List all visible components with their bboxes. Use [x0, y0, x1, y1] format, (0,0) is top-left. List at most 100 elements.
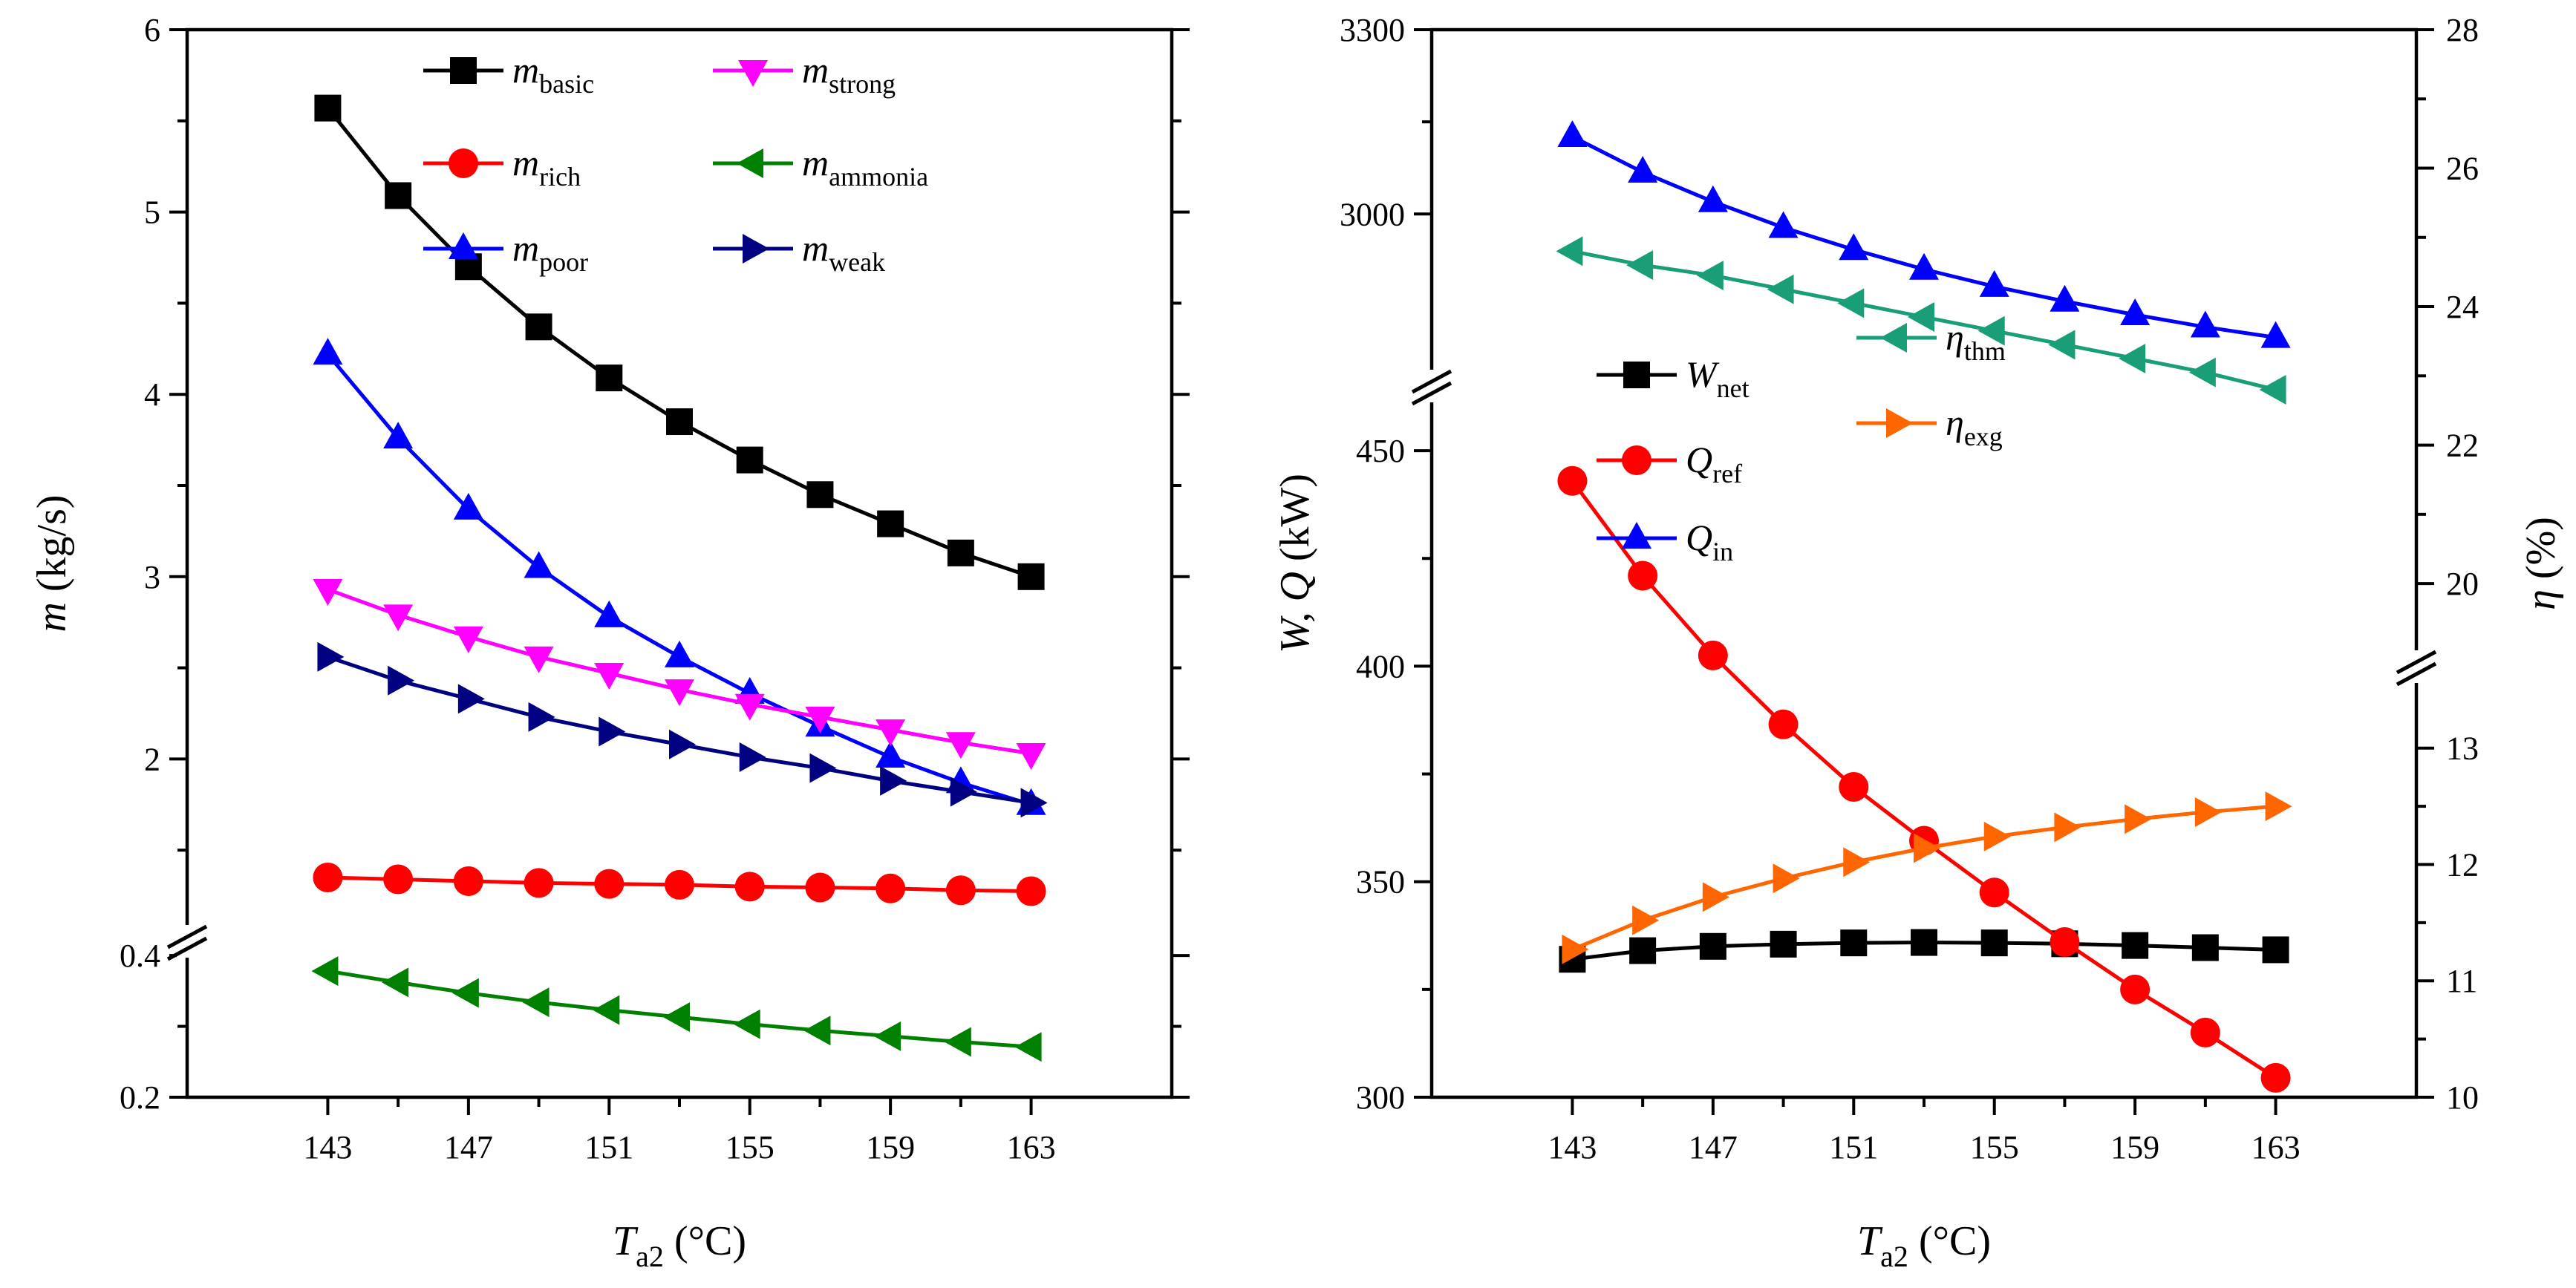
data-point-eta-exg	[2125, 804, 2152, 834]
series-line-q-in	[1571, 134, 2276, 340]
y-left-tick-label-3300: 3300	[1340, 12, 1405, 48]
data-point-strong	[453, 626, 483, 653]
data-point-rich	[1016, 876, 1046, 906]
legend-entry-w-net: Wnet	[1597, 353, 1750, 403]
axis-break-left-mark-2	[166, 936, 208, 961]
y-right-tick-label-11: 11	[2446, 963, 2477, 999]
legend-marker	[1622, 522, 1651, 549]
data-point-ammonia	[311, 956, 339, 987]
data-point-ammonia	[733, 1009, 760, 1039]
data-point-poor	[383, 422, 414, 449]
legend-marker	[738, 60, 768, 87]
data-point-w-net	[1629, 937, 1657, 964]
x-tick-label-163: 163	[1007, 1129, 1056, 1166]
data-point-rich	[875, 873, 906, 903]
legend-label-basic: mbasic	[512, 49, 594, 99]
data-point-q-ref	[1979, 877, 2009, 908]
legend-label-q-in: Qin	[1686, 517, 1733, 566]
data-point-rich	[594, 869, 625, 899]
data-point-strong	[805, 706, 835, 733]
data-point-eta-thm	[1908, 302, 1934, 333]
data-point-strong	[945, 732, 976, 759]
y-left-tick-label-400: 400	[1356, 648, 1405, 684]
series-weak	[317, 641, 1048, 818]
data-point-eta-thm	[2259, 374, 2286, 405]
y-right-axis-label: η (%)	[2518, 517, 2564, 610]
legend-marker	[1880, 323, 1907, 353]
data-point-w-net	[2122, 932, 2149, 959]
data-point-q-ref	[2120, 974, 2151, 1004]
legend-label-ammonia: mammonia	[802, 142, 928, 192]
data-point-q-in	[1909, 252, 1939, 280]
data-point-eta-exg	[2194, 797, 2222, 827]
legend-label-rich: mrich	[512, 142, 581, 192]
data-point-basic	[1017, 563, 1045, 590]
series-ammonia	[311, 956, 1042, 1062]
legend-label-eta-exg: ηexg	[1946, 402, 2003, 451]
data-point-q-ref	[1628, 560, 1658, 591]
legend-marker	[449, 232, 478, 259]
data-point-q-ref	[1839, 771, 1869, 802]
data-point-poor	[594, 600, 625, 627]
x-tick-label-155: 155	[1970, 1129, 2019, 1166]
y-left-tick-label-300: 300	[1356, 1079, 1405, 1116]
data-point-eta-exg	[1773, 863, 1800, 894]
data-point-strong	[524, 646, 554, 673]
data-point-q-ref	[1768, 709, 1799, 739]
legend-entry-eta-thm: ηthm	[1856, 316, 2006, 366]
legend-marker	[1622, 445, 1651, 475]
data-point-poor	[665, 640, 694, 667]
data-point-q-in	[1979, 269, 2009, 297]
data-point-strong	[1016, 743, 1046, 771]
legend-label-eta-thm: ηthm	[1946, 316, 2006, 366]
data-point-weak	[599, 716, 626, 747]
series-poor	[313, 338, 1046, 815]
data-point-w-net	[1980, 929, 2008, 957]
data-point-weak	[1020, 788, 1048, 818]
data-point-w-net	[2262, 936, 2289, 964]
y-tick-label-0.4: 0.4	[120, 938, 160, 974]
x-tick-label-163: 163	[2251, 1129, 2301, 1166]
data-point-q-ref	[1557, 465, 1588, 496]
x-tick-label-147: 147	[1689, 1129, 1738, 1166]
data-point-poor	[875, 740, 906, 768]
data-point-strong	[594, 662, 625, 690]
data-point-eta-exg	[1843, 847, 1871, 877]
y-right-tick-label-12: 12	[2446, 846, 2479, 883]
data-point-basic	[314, 94, 342, 122]
x-axis-label: Ta2 (°C)	[1857, 1218, 1991, 1273]
data-point-rich	[313, 863, 343, 893]
data-point-q-in	[2120, 298, 2151, 325]
data-point-rich	[665, 869, 694, 900]
series-w-net	[1559, 929, 2289, 973]
data-point-eta-thm	[2188, 357, 2216, 388]
data-point-q-in	[1628, 156, 1658, 183]
data-point-weak	[528, 702, 555, 732]
data-point-w-net	[1770, 930, 1797, 958]
data-point-eta-exg	[1983, 821, 2011, 851]
legend-marker	[1886, 408, 1913, 438]
y-right-tick-label-10: 10	[2446, 1079, 2479, 1116]
series-eta-thm	[1556, 236, 2286, 405]
x-tick-label-159: 159	[866, 1129, 915, 1166]
y-left-tick-label-350: 350	[1356, 864, 1405, 900]
data-point-poor	[313, 338, 343, 365]
data-point-eta-exg	[1632, 905, 1660, 935]
y-tick-label-2: 2	[144, 741, 160, 777]
series-rich	[313, 863, 1046, 906]
legend-entry-weak: mweak	[713, 227, 885, 277]
y-left-tick-label-450: 450	[1356, 433, 1405, 469]
data-point-basic	[877, 510, 904, 537]
x-tick-label-151: 151	[584, 1129, 633, 1166]
data-point-ammonia	[382, 967, 409, 998]
axis-break-right-mark-1	[2396, 650, 2437, 675]
y-right-tick-label-13: 13	[2446, 730, 2479, 767]
legend-entry-ammonia: mammonia	[713, 142, 928, 192]
series-line-q-ref	[1571, 480, 2277, 1079]
legend-label-weak: mweak	[802, 227, 885, 277]
data-point-q-in	[1557, 120, 1588, 147]
y-tick-label-6: 6	[144, 12, 160, 48]
data-point-eta-thm	[1767, 274, 1794, 304]
x-axis-label: Ta2 (°C)	[613, 1218, 746, 1273]
data-point-q-in	[2190, 310, 2220, 338]
